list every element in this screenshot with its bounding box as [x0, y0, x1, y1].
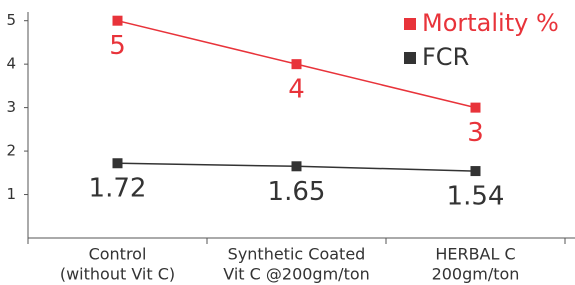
x-tick-label: Synthetic Coated — [228, 245, 366, 264]
point — [292, 59, 302, 69]
x-tick-label: HERBAL C — [435, 245, 515, 264]
legend-label: FCR — [422, 43, 469, 71]
y-tick-label: 1 — [6, 185, 16, 203]
x-tick-label: Control — [89, 245, 147, 264]
data-label: 1.54 — [447, 182, 505, 212]
data-label: 1.65 — [268, 177, 326, 207]
point — [113, 158, 123, 168]
data-label: 4 — [288, 75, 305, 105]
x-tick-label: 200gm/ton — [432, 265, 520, 284]
data-label: 3 — [467, 118, 484, 148]
x-tick-label: (without Vit C) — [60, 265, 175, 284]
y-tick-label: 5 — [6, 11, 16, 29]
legend-swatch — [404, 18, 416, 30]
point — [113, 16, 123, 26]
x-tick-label: Vit C @200gm/ton — [223, 265, 370, 284]
data-label: 1.72 — [89, 174, 147, 204]
legend-swatch — [404, 52, 416, 64]
legend-label: Mortality % — [422, 9, 559, 37]
data-label: 5 — [109, 31, 126, 61]
y-tick-label: 2 — [6, 142, 16, 160]
point — [471, 166, 481, 176]
point — [292, 161, 302, 171]
chart: 1 2 3 4 5 Control(without Vit C) Synthetic Coa… — [0, 0, 575, 285]
y-tick-label: 4 — [6, 55, 16, 73]
point — [471, 103, 481, 113]
y-tick-label: 3 — [6, 98, 16, 116]
